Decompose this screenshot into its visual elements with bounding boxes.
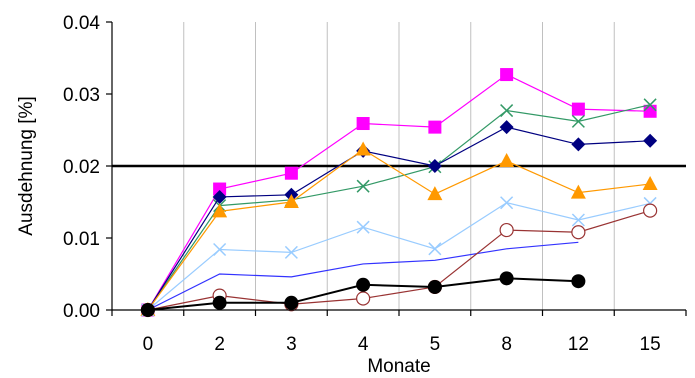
x-tick-label: 12 — [568, 334, 589, 355]
series-line — [147, 104, 651, 311]
data-point — [284, 166, 298, 180]
data-point — [284, 295, 299, 310]
y-tick-label: 0.04 — [63, 13, 100, 34]
data-point — [356, 117, 370, 131]
x-tick-label: 5 — [430, 334, 441, 355]
data-point — [212, 203, 228, 218]
y-tick-label: 0.01 — [63, 229, 100, 250]
data-point — [428, 242, 442, 256]
x-tick-label: 0 — [143, 334, 154, 355]
data-point — [643, 203, 658, 218]
data-point — [428, 120, 442, 134]
data-point — [643, 98, 657, 112]
data-point — [356, 179, 370, 193]
x-tick-label: 4 — [358, 334, 369, 355]
data-point — [500, 196, 514, 210]
y-tick-label: 0.02 — [63, 157, 100, 178]
data-point — [642, 176, 658, 190]
x-tick-label: 8 — [501, 334, 512, 355]
series-line — [147, 202, 651, 311]
x-axis-title: Monate — [367, 356, 430, 377]
data-point — [212, 189, 227, 204]
data-point — [499, 222, 514, 238]
data-point — [356, 220, 370, 234]
series-5 — [147, 241, 579, 311]
data-point — [427, 159, 442, 173]
series-line — [147, 126, 651, 311]
data-point — [356, 291, 371, 306]
series-line — [147, 210, 651, 311]
data-point — [571, 102, 585, 116]
data-point — [427, 186, 443, 201]
y-axis-title: Ausdehnung [%] — [16, 96, 37, 235]
data-point — [643, 133, 658, 148]
data-point — [499, 152, 515, 167]
data-point — [571, 137, 586, 152]
data-point — [571, 213, 585, 227]
data-point — [356, 277, 371, 292]
data-point — [571, 114, 585, 128]
axes: 0.00 0.01 0.02 0.03 0.04 0 2 3 4 5 8 12 15 — [63, 13, 687, 355]
x-tick-label: 2 — [214, 334, 225, 355]
data-point — [355, 141, 371, 156]
data-point — [499, 120, 514, 135]
y-tick-label: 0.00 — [63, 301, 100, 322]
data-point — [570, 184, 586, 199]
series-7 — [140, 271, 586, 317]
series-layer — [140, 68, 658, 318]
data-point — [571, 225, 586, 240]
data-point — [499, 271, 514, 286]
x-tick-label: 3 — [286, 334, 297, 355]
data-point — [284, 245, 298, 259]
data-point — [213, 242, 227, 257]
data-point — [500, 68, 514, 82]
series-line — [147, 148, 651, 311]
data-point — [212, 295, 227, 310]
data-point — [500, 104, 514, 118]
data-point — [283, 194, 299, 208]
y-tick-label: 0.03 — [63, 85, 100, 106]
series-line — [147, 73, 651, 311]
data-point — [571, 274, 586, 289]
data-point — [643, 104, 657, 118]
series-3 — [140, 141, 658, 316]
series-line — [147, 241, 579, 311]
data-point — [213, 182, 227, 196]
data-point — [427, 279, 442, 294]
x-tick-label: 15 — [640, 334, 661, 355]
